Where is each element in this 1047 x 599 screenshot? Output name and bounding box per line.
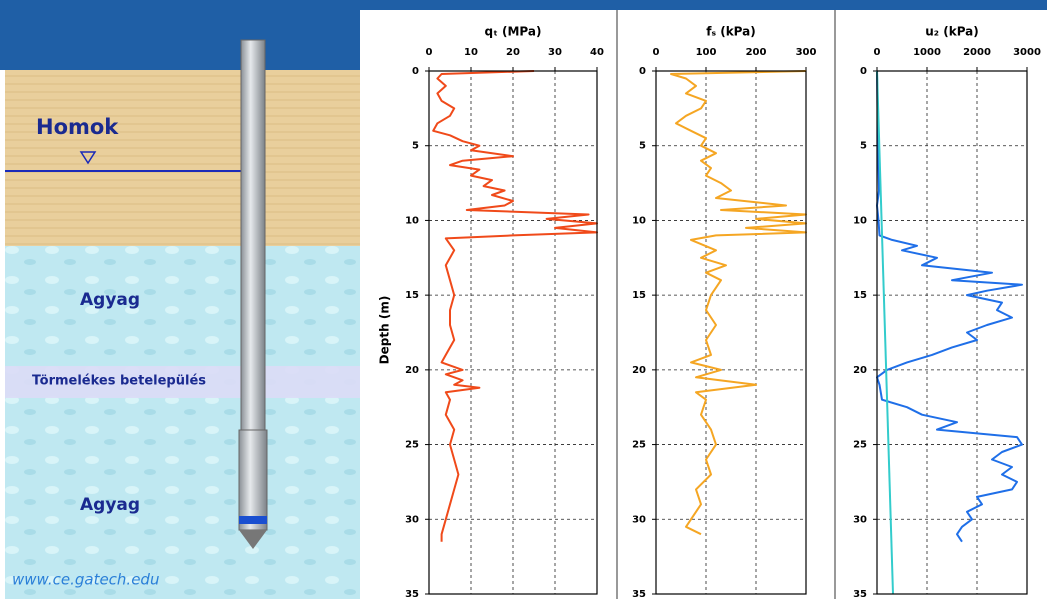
- data-line: [432, 70, 598, 542]
- x-tick-label: 200: [746, 47, 767, 58]
- layer-label: Agyag: [80, 495, 140, 515]
- y-tick-label: 10: [632, 215, 646, 226]
- layer-label: Agyag: [80, 290, 140, 310]
- y-tick-label: 5: [412, 141, 419, 152]
- x-tick-label: 10: [464, 47, 478, 58]
- x-tick-label: 1000: [913, 47, 941, 58]
- x-tick-label: 30: [548, 47, 562, 58]
- y-tick-label: 5: [639, 141, 646, 152]
- data-line: [876, 70, 1023, 543]
- y-tick-label: 20: [853, 365, 867, 376]
- y-tick-label: 10: [405, 215, 419, 226]
- plot-frame: [655, 70, 807, 595]
- x-tick-label: 20: [506, 47, 520, 58]
- charts: qₜ (MPa) Depth (m) 0 10 20 30 40 0 5 10 15 20 25 30 35…: [378, 25, 1041, 599]
- y-axis-label: Depth (m): [378, 296, 392, 365]
- x-tick-label: 100: [696, 47, 717, 58]
- y-tick-label: 25: [405, 440, 419, 451]
- y-tick-label: 30: [405, 514, 419, 525]
- x-tick-label: 0: [426, 47, 433, 58]
- y-tick-label: 30: [632, 514, 646, 525]
- y-tick-label: 10: [853, 215, 867, 226]
- chart-title: fₛ (kPa): [706, 25, 756, 39]
- layer-label: Homok: [36, 115, 119, 139]
- y-tick-label: 0: [860, 66, 867, 77]
- y-tick-label: 35: [632, 589, 646, 599]
- y-tick-label: 20: [405, 365, 419, 376]
- credit: www.ce.gatech.edu: [12, 571, 159, 589]
- plot-frame: [876, 70, 1028, 595]
- x-tick-label: 0: [653, 47, 660, 58]
- x-tick-label: 300: [796, 47, 817, 58]
- y-tick-label: 30: [853, 514, 867, 525]
- data-line: [876, 70, 894, 595]
- y-tick-label: 5: [860, 141, 867, 152]
- soil-profile: Homok Agyag Törmelékes betelepülés Agyag…: [0, 0, 360, 599]
- x-tick-label: 0: [874, 47, 881, 58]
- x-tick-label: 3000: [1013, 47, 1041, 58]
- y-tick-label: 0: [412, 66, 419, 77]
- y-tick-label: 15: [405, 290, 419, 301]
- chart-title: qₜ (MPa): [485, 25, 542, 39]
- x-tick-label: 2000: [963, 47, 991, 58]
- y-tick-label: 15: [632, 290, 646, 301]
- y-tick-label: 0: [639, 66, 646, 77]
- plot-frame: [428, 70, 598, 595]
- data-line: [670, 70, 807, 536]
- y-tick-label: 35: [405, 589, 419, 599]
- x-tick-label: 40: [590, 47, 604, 58]
- y-tick-label: 20: [632, 365, 646, 376]
- y-tick-label: 15: [853, 290, 867, 301]
- y-tick-label: 25: [853, 440, 867, 451]
- chart-title: u₂ (kPa): [925, 25, 979, 39]
- y-tick-label: 25: [632, 440, 646, 451]
- y-tick-label: 35: [853, 589, 867, 599]
- layer-label: Törmelékes betelepülés: [32, 374, 206, 389]
